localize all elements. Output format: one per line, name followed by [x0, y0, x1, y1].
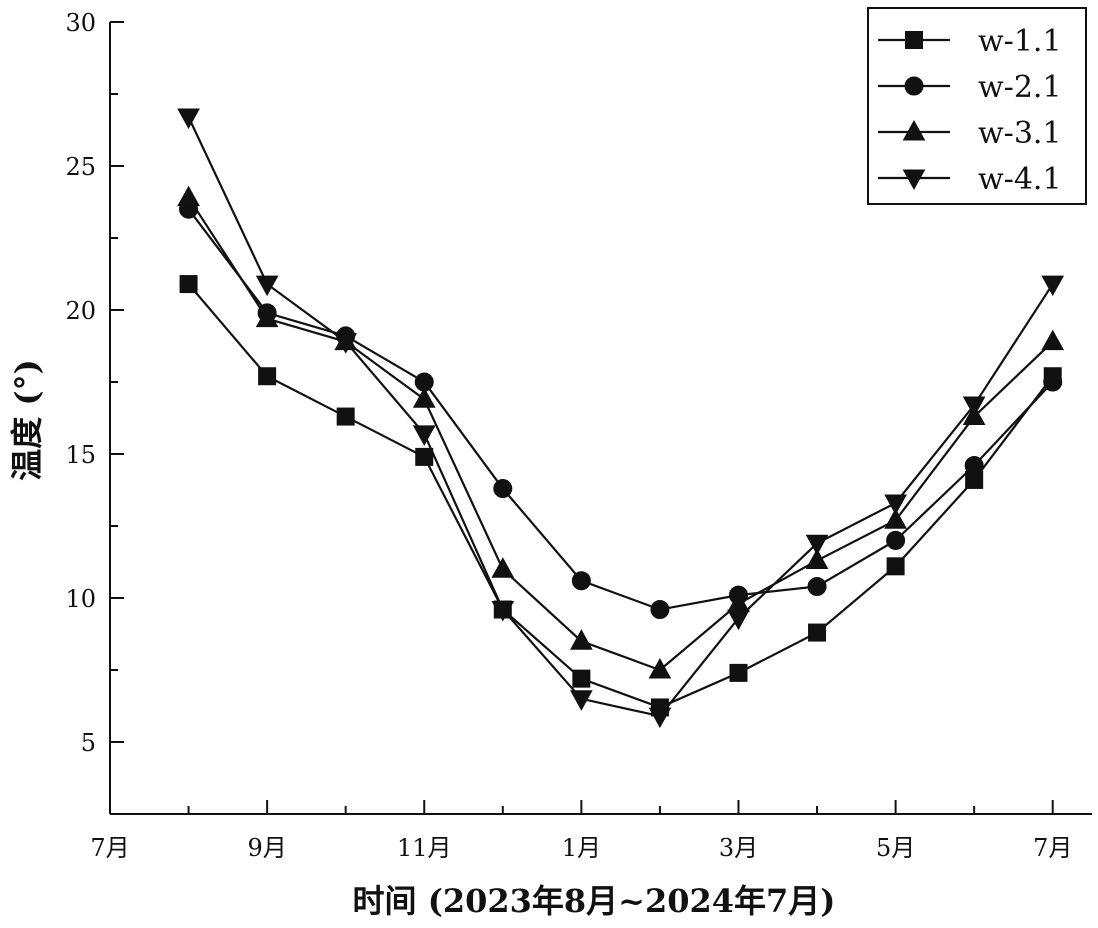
- series-line-w-4.1: [187, 116, 1054, 718]
- x-tick-label: 3月: [719, 834, 758, 862]
- data-point-w-1.1: [179, 275, 198, 294]
- y-axis-title: 温度 (°): [8, 359, 46, 480]
- data-point-w-4.1: [727, 609, 750, 631]
- data-point-w-4.1: [412, 425, 436, 446]
- data-point-w-3.1: [491, 557, 515, 578]
- series-line-w-3.1: [187, 197, 1054, 672]
- data-point-w-1.1: [808, 623, 827, 642]
- x-tick-label: 5月: [876, 834, 915, 862]
- data-point-w-2.1: [886, 530, 906, 550]
- data-point-w-4.1: [255, 275, 279, 297]
- y-tick-label: 5: [81, 729, 96, 757]
- data-point-w-1.1: [415, 447, 434, 466]
- data-point-w-4.1: [491, 601, 515, 622]
- series-w-4.1: [177, 108, 1065, 729]
- legend-marker: [905, 31, 923, 49]
- data-point-w-4.1: [884, 494, 907, 515]
- data-point-w-3.1: [1041, 329, 1065, 351]
- x-axis-title: 时间 (2023年8月~2024年7月): [353, 882, 836, 920]
- x-tick-label: 11月: [397, 834, 452, 862]
- axes: 5 10 15 20 25 30 7月 9月 11月 1月 3月 5月 7月: [65, 9, 1092, 862]
- data-point-w-4.1: [570, 690, 593, 711]
- data-point-w-4.1: [805, 534, 829, 556]
- y-tick-label: 30: [65, 9, 96, 37]
- data-point-w-3.1: [648, 657, 672, 679]
- data-point-w-1.1: [258, 367, 277, 386]
- series-w-1.1: [179, 275, 1062, 717]
- series-layer: [177, 108, 1065, 729]
- y-tick-label: 20: [65, 297, 96, 325]
- legend-marker: [902, 119, 926, 141]
- legend-marker: [904, 76, 924, 96]
- data-point-w-3.1: [412, 387, 436, 408]
- data-point-w-4.1: [177, 108, 200, 130]
- legend-marker: [902, 169, 926, 191]
- y-tick-label: 15: [65, 441, 96, 469]
- data-point-w-4.1: [1041, 275, 1065, 297]
- x-tick-label: 7月: [1033, 834, 1072, 862]
- data-point-w-4.1: [334, 333, 358, 354]
- data-point-w-2.1: [571, 571, 591, 591]
- data-point-w-3.1: [177, 185, 200, 207]
- data-point-w-1.1: [336, 407, 355, 426]
- data-point-w-2.1: [964, 456, 984, 476]
- x-tick-label: 9月: [247, 834, 286, 862]
- data-point-w-1.1: [729, 663, 748, 682]
- data-point-w-3.1: [570, 629, 593, 650]
- data-point-w-2.1: [650, 600, 670, 620]
- data-point-w-4.1: [962, 396, 986, 418]
- data-point-w-1.1: [572, 669, 591, 688]
- legend-label: w-1.1: [978, 24, 1062, 59]
- data-point-w-3.1: [255, 306, 279, 328]
- y-tick-label: 10: [65, 585, 96, 613]
- legend-label: w-3.1: [978, 116, 1062, 151]
- series-w-3.1: [177, 185, 1065, 679]
- series-w-2.1: [179, 199, 1063, 620]
- data-point-w-2.1: [807, 576, 827, 596]
- x-tick-label: 1月: [562, 834, 601, 862]
- legend-label: w-2.1: [978, 70, 1062, 105]
- y-tick-label: 25: [65, 153, 96, 181]
- x-tick-label: 7月: [90, 834, 129, 862]
- legend-label: w-4.1: [978, 162, 1062, 197]
- data-point-w-4.1: [648, 707, 672, 729]
- data-point-w-2.1: [1043, 372, 1063, 392]
- legend: w-1.1 w-2.1 w-3.1 w-4.1: [867, 7, 1087, 205]
- data-point-w-1.1: [886, 557, 905, 576]
- data-point-w-3.1: [884, 508, 907, 529]
- data-point-w-3.1: [805, 548, 829, 570]
- series-line-w-1.1: [187, 283, 1054, 709]
- data-point-w-2.1: [493, 479, 513, 499]
- series-line-w-2.1: [187, 208, 1054, 611]
